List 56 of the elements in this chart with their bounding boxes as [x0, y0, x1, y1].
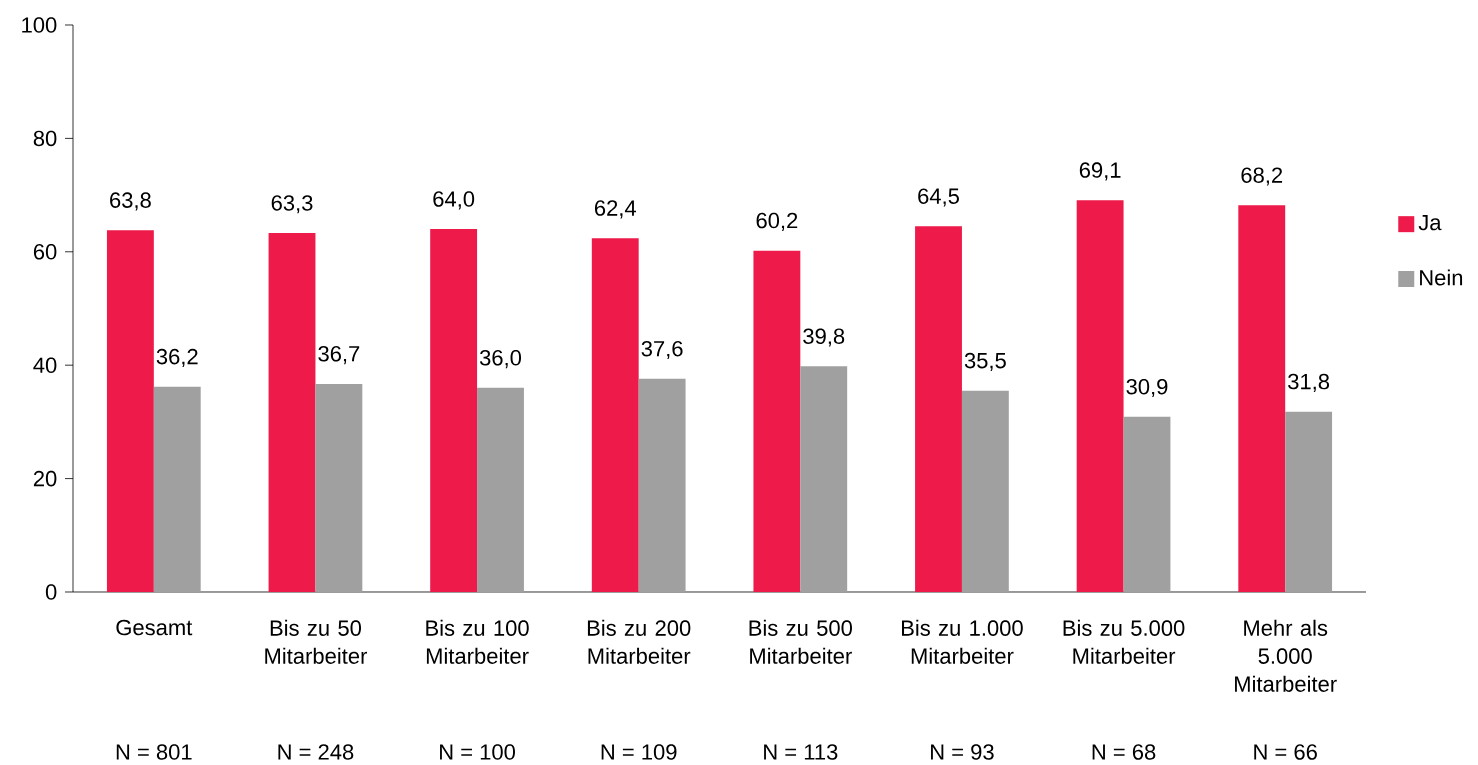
text: N = 68 — [1092, 744, 1156, 760]
x-tick-label: Bis zu 50 Mitarbeiter — [265, 619, 368, 664]
y-tick-label: 80 — [33, 130, 57, 147]
bar — [106, 230, 154, 592]
bar — [268, 233, 316, 592]
bar — [1285, 411, 1333, 592]
data-label: 39,8 — [803, 328, 845, 347]
y-tick-label: 40 — [33, 357, 57, 373]
data-label: 64,5 — [918, 188, 959, 207]
bar — [1238, 205, 1286, 592]
bar — [315, 383, 363, 592]
x-tick-label: Bis zu 200 Mitarbeiter — [587, 619, 691, 664]
bar — [591, 238, 639, 592]
text: N = 801 — [116, 744, 192, 760]
x-tick-label: Bis zu 1.000 Mitarbeiter — [902, 619, 1023, 664]
legend-label: Nein — [1420, 269, 1463, 286]
y-tick-label: 0 — [45, 584, 57, 600]
data-label: 69,1 — [1079, 162, 1121, 181]
data-label: 36,2 — [156, 348, 198, 368]
text: N = 248 — [278, 744, 354, 760]
y-tick-label: 100 — [22, 17, 57, 33]
data-label: 62,4 — [594, 200, 636, 219]
x-tick-label: Bis zu 500 Mitarbeiter — [749, 619, 852, 664]
x-tick-label: Gesamt — [116, 619, 193, 636]
data-label: 60,2 — [756, 212, 798, 231]
bar — [753, 250, 801, 592]
text: N = 93 — [931, 744, 994, 760]
text: N = 109 — [601, 744, 677, 760]
data-label: 36,7 — [318, 346, 360, 365]
data-label: 36,0 — [479, 349, 522, 369]
data-label: 37,6 — [641, 340, 683, 360]
y-tick-label: 60 — [33, 244, 57, 260]
text: N = 100 — [440, 744, 515, 760]
text: N = 66 — [1254, 744, 1317, 760]
bar — [638, 378, 686, 592]
y-tick-label: 20 — [33, 470, 57, 487]
bar — [915, 226, 962, 592]
data-label: 63,3 — [271, 195, 313, 214]
data-label: 68,2 — [1241, 167, 1283, 186]
legend-label: Ja — [1418, 214, 1442, 231]
data-label: 35,5 — [964, 352, 1006, 371]
x-tick-label: Mehr als 5.000 Mitarbeiter — [1235, 619, 1337, 692]
bar — [153, 386, 201, 592]
text: N = 113 — [764, 744, 838, 760]
bar — [430, 229, 478, 592]
data-label: 63,8 — [110, 192, 151, 211]
x-tick-label: Bis zu 100 Mitarbeiter — [426, 619, 529, 664]
data-label: 31,8 — [1288, 373, 1330, 392]
bar — [1123, 416, 1171, 592]
x-tick-label: Bis zu 5.000 Mitarbeiter — [1063, 619, 1185, 664]
data-label: 30,9 — [1126, 378, 1168, 398]
bar — [477, 387, 524, 592]
data-label: 64,0 — [433, 191, 475, 210]
bar — [1076, 200, 1124, 592]
bar — [961, 390, 1009, 592]
bar — [800, 366, 848, 592]
